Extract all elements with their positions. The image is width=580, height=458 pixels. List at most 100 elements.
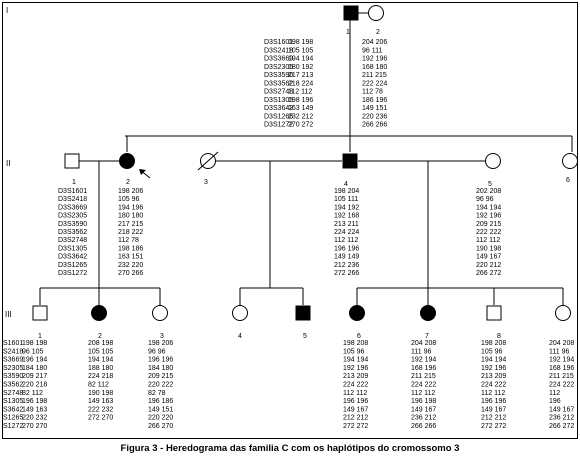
haplotype-pair: 149 151 xyxy=(362,105,387,112)
marker-label: S3562 xyxy=(3,382,23,389)
individual-id: 4 xyxy=(238,333,242,340)
marker-label: D3S2748 xyxy=(264,89,293,96)
haplotype-pair: 236 212 xyxy=(549,415,574,422)
haplotype-pair: 96 96 xyxy=(148,348,166,355)
haplotype-pair: 111 96 xyxy=(549,348,569,355)
individual-III-3 xyxy=(152,305,168,321)
haplotype-pair: 266 266 xyxy=(411,423,436,430)
haplotype-pair: 220 236 xyxy=(362,113,387,120)
haplotype-pair: 149 167 xyxy=(343,406,368,413)
individual-id: 4 xyxy=(344,181,348,188)
haplotype-pair: 198 186 xyxy=(118,245,143,252)
marker-label: D3S3590 xyxy=(58,221,87,228)
marker-label: S3669 xyxy=(3,357,23,364)
marker-label: D3S3642 xyxy=(264,105,293,112)
generation-label: I xyxy=(6,6,8,15)
marker-label: D3S1265 xyxy=(264,113,293,120)
individual-id: 7 xyxy=(425,333,429,340)
haplotype-pair: 112 78 xyxy=(118,237,139,244)
haplotype-pair: 213 209 xyxy=(481,373,506,380)
haplotype-pair: 220 232 xyxy=(22,415,47,422)
haplotype-pair: 105 105 xyxy=(88,348,113,355)
haplotype-pair: 194 194 xyxy=(88,357,113,364)
marker-label: D3S1272 xyxy=(264,122,293,129)
marker-label: S2748 xyxy=(3,390,23,397)
marker-label: S1265 xyxy=(3,415,23,422)
haplotype-pair: 222 232 xyxy=(88,406,113,413)
haplotype-pair: 266 272 xyxy=(549,423,574,430)
haplotype-pair: 220 212 xyxy=(476,262,501,269)
haplotype-pair: 163 149 xyxy=(288,105,313,112)
haplotype-pair: 192 168 xyxy=(334,213,359,220)
haplotype-pair: 224 218 xyxy=(88,373,113,380)
haplotype-pair: 198 206 xyxy=(148,340,173,347)
marker-label: D3S1272 xyxy=(58,270,87,277)
haplotype-pair: 270 272 xyxy=(288,122,313,129)
haplotype-pair: 204 206 xyxy=(362,39,387,46)
haplotype-pair: 236 212 xyxy=(411,415,436,422)
individual-III-2 xyxy=(91,305,107,321)
haplotype-pair: 149 163 xyxy=(22,406,47,413)
haplotype-pair: 192 194 xyxy=(549,357,574,364)
haplotype-pair: 192 196 xyxy=(481,365,506,372)
haplotype-pair: 168 196 xyxy=(549,365,574,372)
haplotype-pair: 222 224 xyxy=(362,80,387,87)
marker-label: D3S1601 xyxy=(264,39,293,46)
individual-III-9 xyxy=(555,305,571,321)
haplotype-pair: 149 167 xyxy=(476,254,501,261)
haplotype-pair: 190 198 xyxy=(476,245,501,252)
haplotype-pair: 194 194 xyxy=(343,357,368,364)
haplotype-pair: 111 96 xyxy=(411,348,431,355)
haplotype-pair: 266 270 xyxy=(148,423,173,430)
individual-id: 1 xyxy=(72,179,76,186)
haplotype-pair: 112 112 xyxy=(334,237,358,244)
individual-id: 1 xyxy=(346,29,350,36)
haplotype-pair: 272 272 xyxy=(343,423,368,430)
haplotype-pair: 168 180 xyxy=(362,64,387,71)
haplotype-pair: 198 206 xyxy=(118,188,143,195)
haplotype-pair: 209 217 xyxy=(22,373,47,380)
haplotype-pair: 208 198 xyxy=(88,340,113,347)
marker-label: D3S2748 xyxy=(58,237,87,244)
individual-id: 2 xyxy=(98,333,102,340)
haplotype-pair: 232 212 xyxy=(288,113,313,120)
individual-II-2 xyxy=(119,153,135,169)
figure-frame xyxy=(2,2,578,439)
individual-III-4 xyxy=(232,305,248,321)
haplotype-pair: 270 270 xyxy=(22,423,47,430)
marker-label: D3S2418 xyxy=(58,196,87,203)
haplotype-pair: 220 222 xyxy=(148,382,173,389)
figure-caption: Figura 3 - Heredograma das familia C com… xyxy=(120,443,460,454)
haplotype-pair: 212 236 xyxy=(334,262,359,269)
haplotype-pair: 192 196 xyxy=(362,56,387,63)
haplotype-pair: 224 224 xyxy=(334,229,359,236)
haplotype-pair: 96 111 xyxy=(362,47,382,54)
haplotype-pair: 149 167 xyxy=(549,406,574,413)
haplotype-pair: 217 213 xyxy=(288,72,313,79)
haplotype-pair: 224 222 xyxy=(481,382,506,389)
marker-label: D3S1601 xyxy=(58,188,87,195)
haplotype-pair: 96 96 xyxy=(476,196,494,203)
individual-id: 2 xyxy=(376,29,380,36)
marker-label: D3S3590 xyxy=(264,72,293,79)
individual-id: 2 xyxy=(126,179,130,186)
marker-label: S2305 xyxy=(3,365,23,372)
haplotype-pair: 105 105 xyxy=(288,47,313,54)
haplotype-pair: 211 215 xyxy=(362,72,387,79)
haplotype-pair: 112 112 xyxy=(288,89,312,96)
marker-label: D3S3562 xyxy=(58,229,87,236)
haplotype-pair: 218 224 xyxy=(288,80,313,87)
haplotype-pair: 180 180 xyxy=(118,213,143,220)
haplotype-pair: 198 198 xyxy=(288,39,313,46)
proband-arrowhead xyxy=(139,169,146,175)
haplotype-pair: 96 105 xyxy=(22,348,44,355)
haplotype-pair: 220 220 xyxy=(148,415,173,422)
haplotype-pair: 112 112 xyxy=(343,390,367,397)
haplotype-pair: 198 208 xyxy=(481,340,506,347)
haplotype-pair: 188 180 xyxy=(88,365,113,372)
individual-III-7 xyxy=(420,305,436,321)
haplotype-pair: 112 112 xyxy=(411,390,435,397)
haplotype-pair: 209 215 xyxy=(476,221,501,228)
haplotype-pair: 149 167 xyxy=(481,406,506,413)
